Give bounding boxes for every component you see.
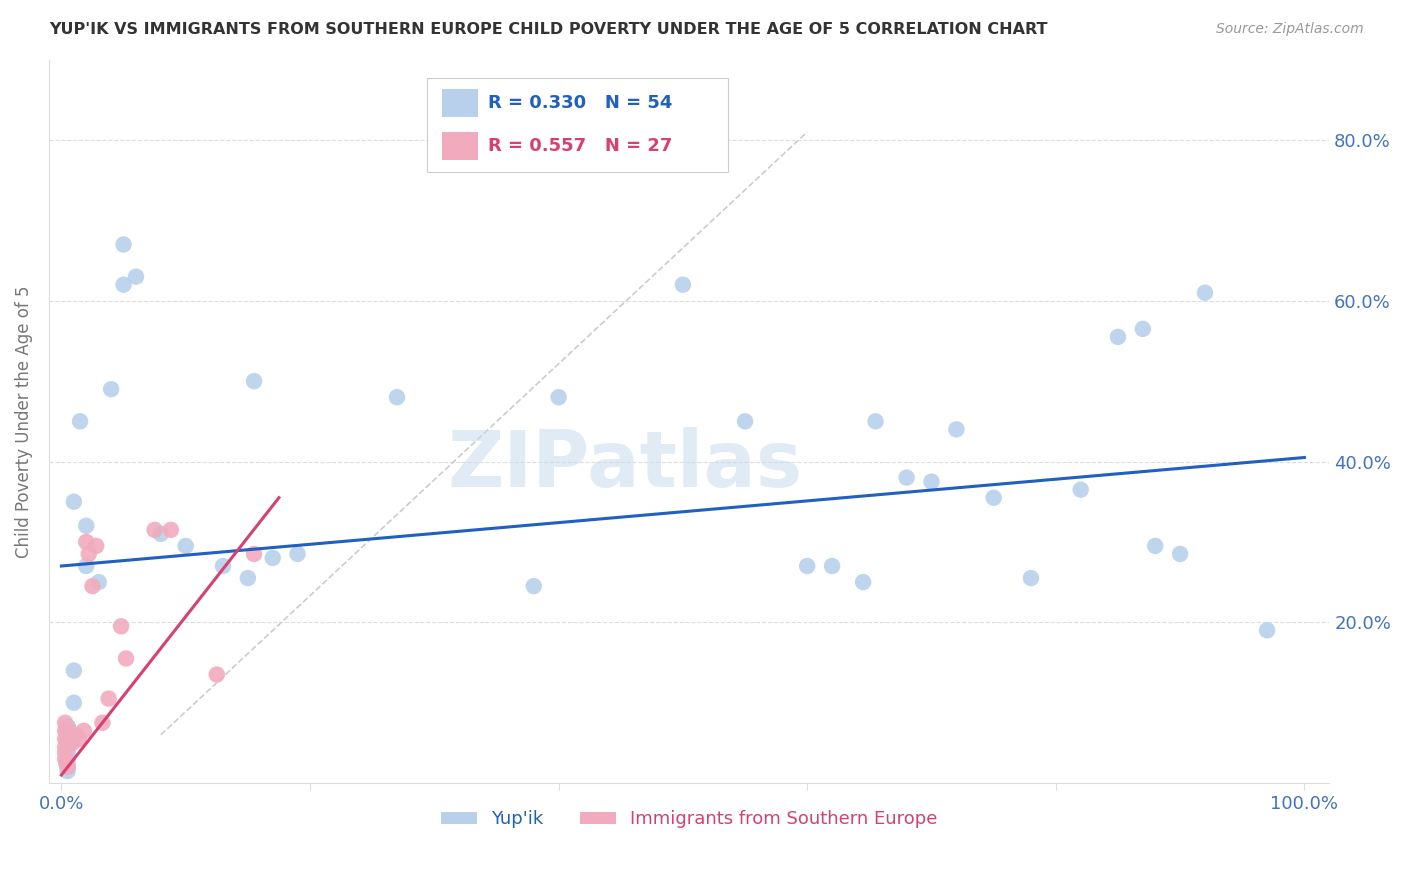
Point	[65, 728, 87, 742]
Point	[67, 731, 90, 746]
Point	[53, 746, 76, 760]
Point	[174, 539, 197, 553]
Point	[149, 526, 172, 541]
Point	[945, 422, 967, 436]
Point	[56, 736, 79, 750]
Point	[921, 475, 943, 489]
Point	[159, 523, 181, 537]
Point	[53, 752, 76, 766]
Point	[56, 744, 79, 758]
Point	[110, 619, 132, 633]
Point	[59, 728, 82, 742]
Text: R = 0.557   N = 27: R = 0.557 N = 27	[488, 137, 672, 155]
Point	[69, 414, 91, 428]
Y-axis label: Child Poverty Under the Age of 5: Child Poverty Under the Age of 5	[15, 285, 32, 558]
Text: R = 0.330   N = 54: R = 0.330 N = 54	[488, 94, 672, 112]
Point	[77, 547, 100, 561]
Point	[56, 739, 79, 754]
Point	[205, 667, 228, 681]
Point	[1070, 483, 1092, 497]
Point	[56, 760, 79, 774]
Point	[56, 744, 79, 758]
Point	[53, 731, 76, 746]
Point	[112, 277, 135, 292]
Point	[58, 723, 80, 738]
Point	[672, 277, 695, 292]
Point	[143, 523, 166, 537]
Point	[87, 575, 110, 590]
Point	[734, 414, 756, 428]
Bar	[441, 89, 478, 117]
Text: Source: ZipAtlas.com: Source: ZipAtlas.com	[1216, 22, 1364, 37]
Point	[115, 651, 138, 665]
Point	[1019, 571, 1042, 585]
Point	[55, 756, 77, 770]
Point	[56, 720, 79, 734]
FancyBboxPatch shape	[426, 78, 727, 172]
Point	[62, 736, 84, 750]
Point	[56, 720, 79, 734]
Point	[385, 390, 408, 404]
Point	[56, 752, 79, 766]
Point	[243, 547, 266, 561]
Point	[236, 571, 259, 585]
Point	[56, 728, 79, 742]
Point	[1107, 330, 1129, 344]
Point	[63, 664, 86, 678]
Point	[63, 494, 86, 508]
Point	[60, 728, 83, 742]
Point	[56, 723, 79, 738]
Point	[125, 269, 148, 284]
Point	[56, 720, 79, 734]
Point	[91, 715, 114, 730]
Point	[53, 739, 76, 754]
Point	[1132, 322, 1154, 336]
Text: ZIPatlas: ZIPatlas	[447, 426, 803, 503]
Point	[523, 579, 546, 593]
Point	[82, 579, 104, 593]
Point	[56, 764, 79, 778]
Point	[63, 696, 86, 710]
Point	[852, 575, 875, 590]
Point	[56, 731, 79, 746]
Point	[53, 715, 76, 730]
Legend: Yup'ik, Immigrants from Southern Europe: Yup'ik, Immigrants from Southern Europe	[433, 803, 945, 836]
Point	[1256, 624, 1278, 638]
Point	[84, 539, 107, 553]
Point	[73, 723, 96, 738]
Bar	[441, 132, 478, 161]
Point	[75, 559, 97, 574]
Point	[56, 756, 79, 770]
Point	[1144, 539, 1167, 553]
Point	[212, 559, 235, 574]
Point	[112, 237, 135, 252]
Point	[821, 559, 844, 574]
Point	[75, 535, 97, 549]
Point	[547, 390, 569, 404]
Point	[287, 547, 309, 561]
Point	[100, 382, 122, 396]
Point	[53, 723, 76, 738]
Point	[262, 551, 284, 566]
Point	[97, 691, 120, 706]
Point	[896, 470, 918, 484]
Point	[56, 747, 79, 762]
Point	[865, 414, 887, 428]
Text: YUP'IK VS IMMIGRANTS FROM SOUTHERN EUROPE CHILD POVERTY UNDER THE AGE OF 5 CORRE: YUP'IK VS IMMIGRANTS FROM SOUTHERN EUROP…	[49, 22, 1047, 37]
Point	[75, 518, 97, 533]
Point	[983, 491, 1005, 505]
Point	[243, 374, 266, 388]
Point	[1168, 547, 1191, 561]
Point	[56, 760, 79, 774]
Point	[796, 559, 818, 574]
Point	[1194, 285, 1216, 300]
